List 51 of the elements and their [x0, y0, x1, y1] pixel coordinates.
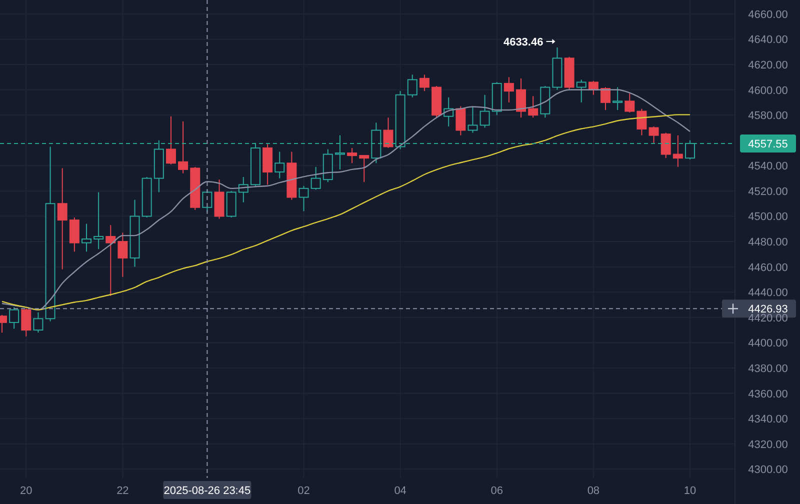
candlestick [528, 96, 538, 118]
y-tick-label: 4580.00 [748, 110, 788, 122]
candlestick [178, 120, 188, 174]
y-tick-label: 4340.00 [748, 414, 788, 426]
candlestick [516, 78, 526, 118]
annotation: 4633.46 [503, 36, 544, 48]
x-tick-label: 06 [490, 485, 503, 497]
candlestick [118, 232, 128, 278]
y-tick-label: 4460.00 [748, 262, 788, 274]
candlestick [636, 108, 647, 136]
candlestick [456, 106, 466, 136]
y-tick-label: 4600.00 [748, 84, 788, 97]
x-tick-label: 08 [587, 485, 600, 497]
candlestick [359, 155, 370, 183]
y-tick-label: 4660.00 [748, 8, 788, 21]
candlestick [624, 93, 635, 114]
y-tick-label: 4400.00 [748, 338, 788, 350]
candlestick [648, 126, 659, 144]
y-tick-label: 4440.00 [748, 287, 788, 300]
y-tick-label: 4480.00 [748, 236, 788, 249]
y-tick-label: 4620.00 [748, 59, 788, 72]
y-tick-label: 4380.00 [748, 362, 788, 375]
candlestick [600, 86, 611, 111]
candlestick [347, 147, 358, 164]
candlestick [660, 132, 671, 159]
x-tick-label: 22 [116, 485, 129, 497]
y-tick-label: 4500.00 [748, 211, 788, 224]
x-tick-label: 20 [20, 485, 32, 497]
candlestick [57, 168, 68, 270]
candlestick [106, 224, 116, 296]
candlestick [21, 308, 32, 337]
y-tick-label: 4640.00 [748, 34, 788, 46]
x-tick-label: 02 [298, 485, 310, 497]
y-tick-label: 4360.00 [748, 388, 788, 400]
candlestick [166, 116, 176, 165]
candlestick [69, 217, 80, 252]
candlestick [612, 86, 623, 111]
x-tick-label: 2025-08-26 23:45 [164, 485, 251, 497]
y-tick-label: 4300.00 [748, 464, 788, 476]
x-tick-label: 10 [684, 485, 696, 497]
y-tick-label: 4420.00 [748, 312, 788, 324]
y-tick-label: 4540.00 [748, 160, 788, 173]
candlestick [504, 76, 514, 103]
candlestick [576, 79, 586, 103]
candlestick [672, 134, 683, 168]
x-tick-label: 04 [394, 485, 406, 497]
candlestick [419, 74, 430, 92]
y-tick-label: 4520.00 [748, 186, 788, 198]
ref-line-label: 4557.55 [748, 138, 788, 150]
candlestick [383, 117, 394, 148]
y-tick-label: 4320.00 [748, 438, 788, 451]
